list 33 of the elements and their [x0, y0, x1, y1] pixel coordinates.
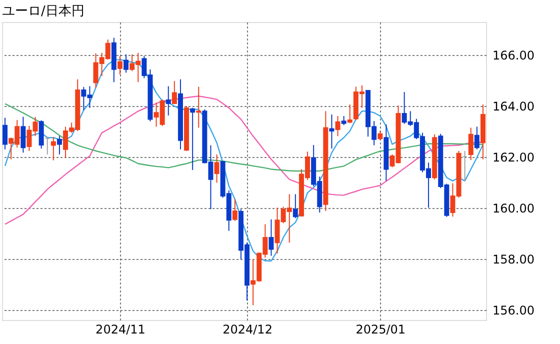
candlestick	[335, 115, 340, 137]
candlestick	[2, 117, 8, 150]
y-tick-label: 156.00	[492, 303, 534, 318]
candlestick	[117, 56, 122, 75]
candlestick	[232, 198, 238, 222]
candlestick	[124, 54, 129, 74]
candlestick	[341, 115, 346, 126]
y-tick-label: 166.00	[492, 48, 534, 63]
candlestick	[214, 154, 220, 184]
candlestick	[38, 120, 44, 150]
candlestick	[268, 218, 274, 256]
line-series	[4, 58, 484, 262]
candlestick	[172, 80, 177, 105]
candlestick	[347, 104, 352, 124]
candlestick	[474, 126, 480, 150]
candlestick	[292, 194, 298, 219]
candlestick	[190, 107, 196, 170]
x-tick-label: 2024/11	[96, 322, 146, 336]
candlestick	[166, 86, 171, 116]
y-tick-label: 162.00	[492, 150, 534, 164]
candlestick	[20, 116, 26, 154]
x-tick-label: 2024/12	[222, 322, 272, 336]
candlestick	[196, 86, 202, 128]
y-tick-label: 160.00	[492, 201, 534, 216]
x-tick-label: 2025/01	[356, 322, 406, 336]
candlestick	[378, 130, 383, 141]
candlestick	[56, 136, 62, 155]
chart-title: ユーロ/日本円	[2, 4, 84, 19]
y-tick-label: 164.00	[492, 100, 534, 114]
candlestick	[329, 114, 334, 150]
y-tick-label: 158.00	[492, 252, 534, 266]
candlestick	[468, 127, 474, 161]
candlestick	[50, 136, 56, 161]
